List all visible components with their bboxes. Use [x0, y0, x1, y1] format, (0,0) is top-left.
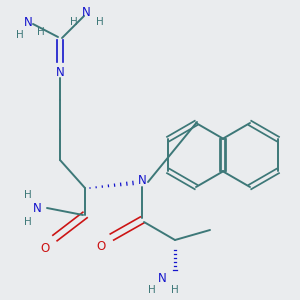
- Text: O: O: [40, 242, 50, 254]
- Text: H: H: [148, 285, 156, 295]
- Text: H: H: [70, 17, 78, 27]
- Text: H: H: [24, 217, 32, 227]
- Text: N: N: [33, 202, 41, 214]
- Text: O: O: [96, 241, 106, 254]
- Text: N: N: [82, 7, 90, 20]
- Text: H: H: [24, 190, 32, 200]
- Text: N: N: [56, 65, 64, 79]
- Text: H: H: [171, 285, 179, 295]
- Text: N: N: [158, 272, 166, 286]
- Text: N: N: [24, 16, 32, 28]
- Text: H: H: [16, 30, 24, 40]
- Text: H: H: [37, 27, 45, 37]
- Text: N: N: [138, 175, 146, 188]
- Text: H: H: [96, 17, 104, 27]
